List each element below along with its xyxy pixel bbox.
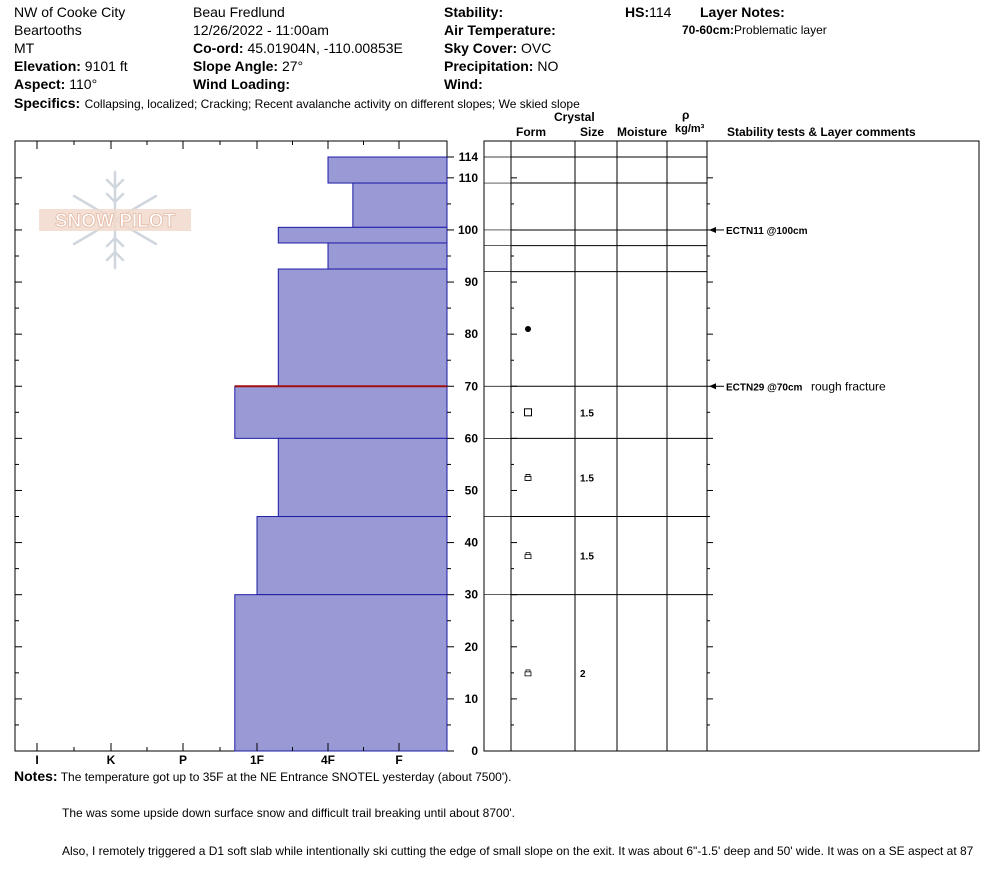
notes-line2: The was some upside down surface snow an… [62,806,515,820]
wind-row: Wind: [444,75,483,93]
notes-line1: The temperature got up to 35F at the NE … [60,770,512,784]
stability-label: Stability: [444,4,504,20]
y-tick-label: 70 [465,379,479,393]
elevation-row: Elevation: 9101 ft [14,57,128,75]
x-tick-label: I [35,753,38,767]
elevation-label: Elevation: [14,58,81,74]
hardness-bar [352,182,448,228]
elevation-value: 9101 ft [84,58,128,74]
moisture-header: Moisture [617,125,668,139]
layer-note: 70-60cm:Problematic layer [682,23,827,37]
density-unit-header: kg/m³ [675,123,705,135]
aspect-value: 110° [69,76,98,92]
hardness-bar [234,385,448,439]
x-tick-label: 4F [321,753,335,767]
slope-row: Slope Angle: 27° [193,57,303,75]
sky-value: OVC [521,40,552,56]
notes-line3: Also, I remotely triggered a D1 soft sla… [62,844,974,858]
specifics-label: Specifics: [14,95,81,111]
crystal-form-mixed-icon [524,669,532,677]
aspect-label: Aspect: [14,76,66,92]
crystal-form-mixed-icon [524,552,532,560]
layer-notes-label: Layer Notes: [700,4,785,20]
y-tick-label: 40 [465,536,479,550]
x-tick-label: P [179,753,187,767]
sky-label: Sky Cover: [444,40,518,56]
comments-header: Stability tests & Layer comments [727,125,916,139]
location: NW of Cooke City [14,4,126,20]
crystal-size: 1.5 [580,552,594,563]
y-tick-label: 114 [459,150,479,164]
wind-loading-label: Wind Loading: [193,76,291,92]
air-temp-row: Air Temperature: [444,21,556,39]
form-header: Form [516,125,546,139]
state: MT [14,40,35,56]
observer: Beau Fredlund [193,4,285,20]
y-tick-label: 30 [465,588,479,602]
precip-value: NO [537,58,559,74]
stability-test-label: ECTN29 @70cm [726,382,803,393]
hardness-bar [327,156,448,184]
x-tick-label: K [107,753,116,767]
hardness-bar [277,226,448,244]
layer-note-text: Problematic layer [734,23,827,37]
specifics-row: Specifics: Collapsing, localized; Cracki… [14,94,585,113]
hardness-bar [277,268,448,387]
layer-note-range: 70-60cm: [682,23,735,37]
hardness-bar [256,516,448,596]
test-arrow-icon [709,226,716,233]
y-tick-label: 110 [459,171,479,185]
stability-row: Stability: [444,3,503,21]
coord-label: Co-ord: [193,40,244,56]
notes-label: Notes: [14,768,58,784]
y-tick-label: 90 [465,275,479,289]
crystal-size: 1.5 [580,473,594,484]
hs-value: 114 [649,4,672,20]
y-tick-label: 60 [465,431,479,445]
wind-label: Wind: [444,76,483,92]
snowpilot-logo: SNOW PILOT [39,170,191,270]
layer-table-frame [483,140,980,752]
precip-row: Precipitation: NO [444,57,558,75]
y-tick-label: 20 [465,640,479,654]
hardness-bar [277,437,448,518]
crystal-form-mixed-icon [524,474,532,481]
y-tick-label: 80 [465,327,479,341]
slope-label: Slope Angle: [193,58,279,74]
hardness-bar [327,242,448,270]
crystal-form-faceted-icon [524,408,532,417]
hs-row: HS:114 [625,3,671,21]
test-arrow-icon [709,383,716,390]
x-tick-label: 1F [250,753,264,767]
specifics-text: Collapsing, localized; Cracking; Recent … [84,97,580,111]
coord-row: Co-ord: 45.01904N, -110.00853E [193,39,403,57]
air-temp-label: Air Temperature: [444,22,556,38]
y-tick-label: 100 [458,223,478,237]
slope-value: 27° [281,58,304,74]
sky-row: Sky Cover: OVC [444,39,551,57]
crystal-size: 1.5 [580,408,594,419]
size-header: Size [580,125,605,139]
stability-test-comment: rough fracture [811,379,886,393]
wind-loading-row: Wind Loading: [193,75,290,93]
stability-test-label: ECTN11 @100cm [726,226,808,237]
datetime: 12/26/2022 - 11:00am [193,22,329,38]
crystal-header: Crystal [554,110,595,124]
range: Beartooths [14,22,82,38]
y-tick-label: 10 [465,692,479,706]
rho-header: ρ [682,108,690,122]
x-tick-label: F [395,753,402,767]
logo-text: SNOW PILOT [55,211,176,232]
precip-label: Precipitation: [444,58,534,74]
y-tick-label: 0 [471,744,478,758]
hardness-bar [234,594,448,752]
crystal-size: 2 [580,669,586,680]
hs-label: HS: [625,4,650,20]
crystal-form-precip-icon [525,325,531,332]
y-tick-label: 50 [465,483,479,497]
notes-row: Notes: The temperature got up to 35F at … [14,767,511,785]
coord-value: 45.01904N, -110.00853E [247,40,403,56]
aspect-row: Aspect: 110° [14,75,97,93]
